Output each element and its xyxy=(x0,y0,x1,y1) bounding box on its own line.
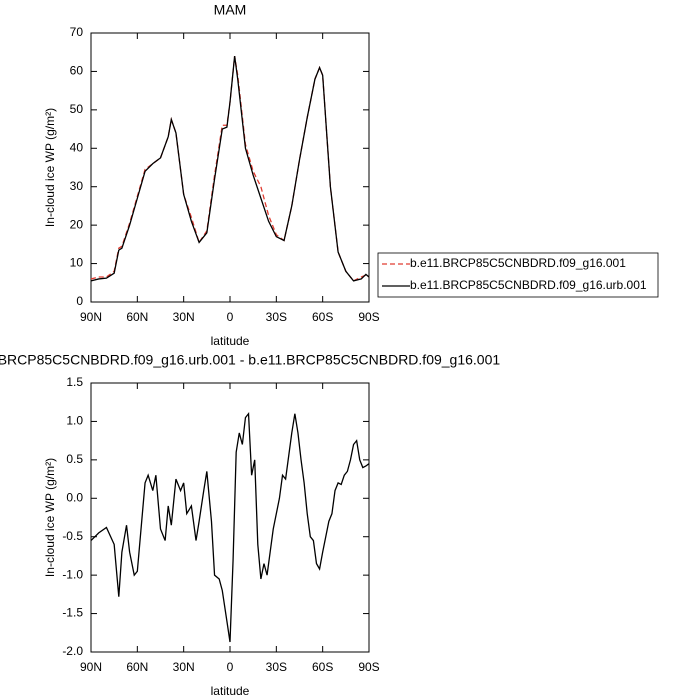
x-tick-label: 90S xyxy=(358,660,379,674)
x-tick-label: 60S xyxy=(312,310,333,324)
x-tick-label: 90N xyxy=(80,310,102,324)
chart-title: b.e11.BRCP85C5CNBDRD.f09_g16.urb.001 - b… xyxy=(0,352,500,368)
y-tick-label: 10 xyxy=(70,256,84,270)
y-tick-label: 70 xyxy=(70,25,84,39)
legend-box xyxy=(377,252,659,298)
y-tick-label: 1.5 xyxy=(66,375,83,389)
plot-frame xyxy=(90,32,370,303)
x-tick-label: 60N xyxy=(126,660,148,674)
y-tick-label: 1.0 xyxy=(66,414,83,428)
data-line xyxy=(90,412,370,643)
x-tick-label: 60N xyxy=(126,310,148,324)
x-tick-label: 0 xyxy=(227,660,234,674)
plot-frame xyxy=(90,382,370,653)
x-tick-label: 30N xyxy=(173,660,195,674)
x-axis-label: latitude xyxy=(211,684,250,698)
x-tick-label: 60S xyxy=(312,660,333,674)
y-axis-label: In-cloud ice WP (g/m²) xyxy=(43,108,57,227)
x-tick-label: 30N xyxy=(173,310,195,324)
legend-label: b.e11.BRCP85C5CNBDRD.f09_g16.001 xyxy=(410,256,626,270)
y-tick-label: 60 xyxy=(70,64,84,78)
x-tick-label: 90S xyxy=(358,310,379,324)
y-tick-label: 20 xyxy=(70,217,84,231)
y-tick-label: 30 xyxy=(70,179,84,193)
x-tick-label: 0 xyxy=(227,310,234,324)
y-tick-label: -0.5 xyxy=(62,529,83,543)
data-line xyxy=(90,55,370,282)
data-line xyxy=(90,55,370,282)
y-tick-label: 0 xyxy=(76,294,83,308)
x-axis-label: latitude xyxy=(211,334,250,348)
y-tick-label: -1.5 xyxy=(62,606,83,620)
x-tick-label: 30S xyxy=(266,310,287,324)
chart-title: MAM xyxy=(214,2,247,18)
x-tick-label: 90N xyxy=(80,660,102,674)
y-tick-label: 0.0 xyxy=(66,490,83,504)
y-tick-label: 50 xyxy=(70,102,84,116)
y-tick-label: 40 xyxy=(70,140,84,154)
y-axis-label: In-cloud ice WP (g/m²) xyxy=(43,458,57,577)
y-tick-label: -2.0 xyxy=(62,644,83,658)
legend-label: b.e11.BRCP85C5CNBDRD.f09_g16.urb.001 xyxy=(410,278,647,292)
y-tick-label: -1.0 xyxy=(62,567,83,581)
y-tick-label: 0.5 xyxy=(66,452,83,466)
x-tick-label: 30S xyxy=(266,660,287,674)
